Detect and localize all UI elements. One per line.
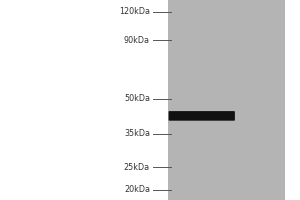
Text: 35kDa: 35kDa: [124, 129, 150, 138]
Text: 50kDa: 50kDa: [124, 94, 150, 103]
FancyBboxPatch shape: [169, 111, 235, 121]
Text: 25kDa: 25kDa: [124, 163, 150, 172]
Text: 20kDa: 20kDa: [124, 185, 150, 194]
Bar: [168, 0, 285, 200]
Text: 90kDa: 90kDa: [124, 36, 150, 45]
Text: 120kDa: 120kDa: [119, 7, 150, 16]
